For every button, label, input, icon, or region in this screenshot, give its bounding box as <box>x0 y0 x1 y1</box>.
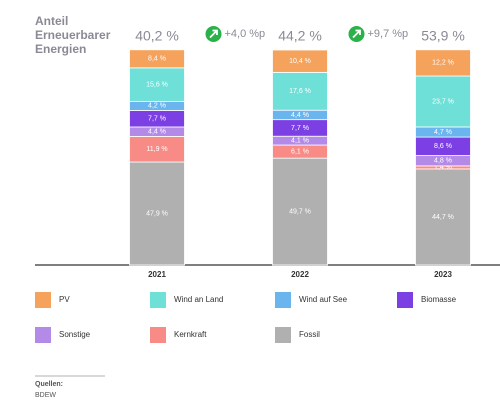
bar-segment <box>272 49 328 73</box>
data-label: 11,9 % <box>146 146 167 153</box>
data-label: 23,7 % <box>432 98 454 105</box>
data-label: 1,4 % <box>434 164 452 171</box>
chart-title: Energien <box>35 42 86 56</box>
bar-segment <box>415 75 471 128</box>
data-label: 4,1 % <box>291 137 309 144</box>
x-tick-label: 2022 <box>291 270 309 279</box>
source-text: BDEW <box>35 392 56 399</box>
chart-title: Anteil <box>35 14 68 28</box>
legend-label: Biomasse <box>421 295 457 304</box>
data-label: 15,6 % <box>146 81 168 88</box>
chart-title: Erneuerbarer <box>35 28 111 42</box>
data-label: 49,7 % <box>289 208 311 215</box>
total-label: 53,9 % <box>421 28 465 44</box>
legend-swatch <box>35 292 51 308</box>
change-label: +4,0 %p <box>225 28 266 40</box>
bar-segment <box>129 161 185 266</box>
change-label: +9,7 %p <box>368 28 409 40</box>
data-label: 7,7 % <box>148 116 166 123</box>
total-label: 40,2 % <box>135 28 179 44</box>
bar-segment <box>129 67 185 102</box>
data-label: 4,4 % <box>148 129 166 136</box>
bar-segment <box>272 157 328 266</box>
legend-swatch <box>275 327 291 343</box>
data-label: 8,6 % <box>434 143 452 150</box>
data-label: 12,2 % <box>432 60 454 67</box>
data-label: 10,4 % <box>289 58 311 65</box>
legend-swatch <box>275 292 291 308</box>
change-arrow <box>209 29 218 39</box>
data-label: 4,4 % <box>291 112 309 119</box>
data-label: 8,4 % <box>148 56 166 63</box>
legend-label: Kernkraft <box>174 330 207 339</box>
legend-swatch <box>150 292 166 308</box>
source-label: Quellen: <box>35 381 63 388</box>
data-label: 47,9 % <box>146 210 168 217</box>
legend-label: Fossil <box>299 330 320 339</box>
data-label: 7,7 % <box>291 125 309 132</box>
data-label: 4,8 % <box>434 158 452 165</box>
bar-segment <box>415 49 471 77</box>
x-tick-label: 2023 <box>434 270 452 279</box>
data-label: 44,7 % <box>432 214 454 221</box>
legend-swatch <box>150 327 166 343</box>
legend-swatch <box>397 292 413 308</box>
bar-segment <box>272 71 328 111</box>
legend-label: Sonstige <box>59 330 91 339</box>
legend-swatch <box>35 327 51 343</box>
legend-label: Wind an Land <box>174 295 223 304</box>
total-label: 44,2 % <box>278 28 322 44</box>
change-arrow <box>352 29 361 39</box>
legend-label: PV <box>59 295 70 304</box>
data-label: 4,2 % <box>148 103 166 110</box>
bar-segment <box>129 49 185 69</box>
x-tick-label: 2021 <box>148 270 166 279</box>
bar-segment <box>415 168 471 266</box>
legend-label: Wind auf See <box>299 295 348 304</box>
data-label: 6,1 % <box>291 148 309 155</box>
data-label: 4,7 % <box>434 129 452 136</box>
data-label: 17,6 % <box>289 88 311 95</box>
